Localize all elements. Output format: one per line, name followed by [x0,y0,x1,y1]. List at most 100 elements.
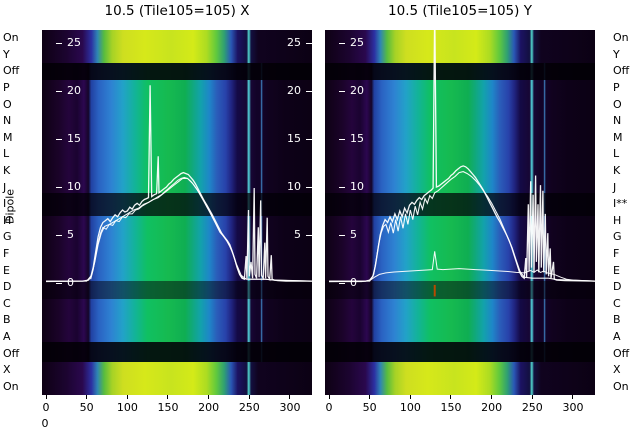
x-tick-label: 150 [440,401,462,414]
y-tick-value: 20 [350,84,364,97]
dipole-row-label: L [3,147,10,161]
y-tick-mark [306,186,312,188]
y-tick-label: 25 [287,36,312,50]
x-axis-extra-zero-label: 0 [41,417,49,430]
dark-row-band [325,63,595,80]
heatmap-bottom-band [42,362,312,395]
x-tick-mark [45,395,47,399]
y-tick-mark [339,90,345,92]
dipole-row-label: On [3,31,19,45]
y-tick-mark [306,138,312,140]
y-tick-label: 0 [339,276,357,290]
y-tick-label: 25 [56,36,81,50]
dipole-row-label: G [613,230,622,244]
dipole-row-label: H [3,213,12,227]
x-tick-label: 150 [157,401,179,414]
y-tick-value: 5 [350,228,357,241]
x-tick-mark [369,395,371,399]
dipole-row-label: D [613,280,622,294]
dipole-row-label: M [3,130,13,144]
y-tick-mark [339,138,345,140]
dipole-row-label: A [613,329,621,343]
x-tick-label: 50 [79,401,94,414]
panel-title-x: 10.5 (Tile105=105) X [104,3,250,19]
y-tick-value: 20 [67,84,81,97]
y-tick-value: 5 [294,228,301,241]
y-tick-mark [306,42,312,44]
x-tick-label: 50 [362,401,377,414]
y-tick-label: 10 [287,180,312,194]
y-tick-value: 25 [287,36,301,49]
y-tick-value: 0 [350,276,357,289]
x-tick-mark [86,395,88,399]
dipole-row-label: E [3,263,10,277]
dipole-row-label: D [3,280,12,294]
dipole-row-label: N [3,114,12,128]
y-tick-label: 15 [56,132,81,146]
x-tick-mark [409,395,411,399]
y-tick-label: 0 [56,276,74,290]
spectrum-y-flat [329,251,595,283]
panel-title-y: 10.5 (Tile105=105) Y [388,3,532,19]
dark-row-band [42,193,312,216]
x-tick-mark [450,395,452,399]
dipole-row-label: On [613,31,629,45]
dipole-row-label: L [613,147,620,161]
y-tick-value: 10 [350,180,364,193]
y-tick-label: 5 [339,228,357,242]
dipole-row-label: N [613,114,622,128]
dipole-row-label: Y [613,47,620,61]
heatmap-top-band [325,30,595,63]
x-tick-label: 200 [481,401,503,414]
dipole-row-label: F [3,246,10,260]
dipole-row-label: On [3,379,19,393]
dark-row-band [42,63,312,80]
dipole-row-label: P [3,81,10,95]
dipole-row-label: M [613,130,623,144]
y-tick-value: 15 [350,132,364,145]
dipole-row-label: P [613,81,620,95]
y-tick-value: 10 [287,180,301,193]
spectrum-traces-y [328,30,595,297]
dipole-row-label: G [3,230,12,244]
y-tick-mark [306,90,312,92]
y-tick-label: 20 [339,84,364,98]
dipole-row-label: Y [3,47,10,61]
y-tick-label: 15 [287,132,312,146]
dipole-row-label: E [613,263,620,277]
heatmap-panel-x: 25 20 15 10 5 0 25 20 15 10 5 [42,30,312,395]
y-tick-value: 10 [67,180,81,193]
spectrum-x-main [46,85,312,282]
y-tick-label: 5 [56,228,74,242]
y-tick-mark [56,282,62,284]
dipole-labels-left: On Y Off P O N M L K J I H G F E D C B A Off X On [3,0,41,440]
dipole-row-label: I** [613,197,628,211]
spectrum-x-tertiary [90,176,312,282]
dipole-row-label: C [3,296,11,310]
x-tick-label: 200 [198,401,220,414]
y-tick-value: 25 [350,36,364,49]
x-tick-label: 300 [279,401,301,414]
dipole-row-label: X [613,363,621,377]
x-tick-mark [491,395,493,399]
x-tick-mark [328,395,330,399]
dipole-row-label: J [613,180,617,194]
x-tick-mark [167,395,169,399]
y-tick-mark [56,90,62,92]
y-tick-label: 15 [339,132,364,146]
y-tick-label: 25 [339,36,364,50]
y-tick-value: 5 [67,228,74,241]
x-tick-label: 100 [399,401,421,414]
x-tick-mark [531,395,533,399]
spectrum-y-ripple [328,171,595,283]
y-tick-mark [306,234,312,236]
heatmap-bottom-band [325,362,595,395]
y-tick-mark [339,186,345,188]
dark-row-band [325,281,595,299]
dipole-row-label: F [613,246,620,260]
dipole-row-label: B [613,313,621,327]
dark-row-band [42,342,312,362]
x-tick-label: 0 [325,401,333,414]
y-tick-mark [56,234,62,236]
